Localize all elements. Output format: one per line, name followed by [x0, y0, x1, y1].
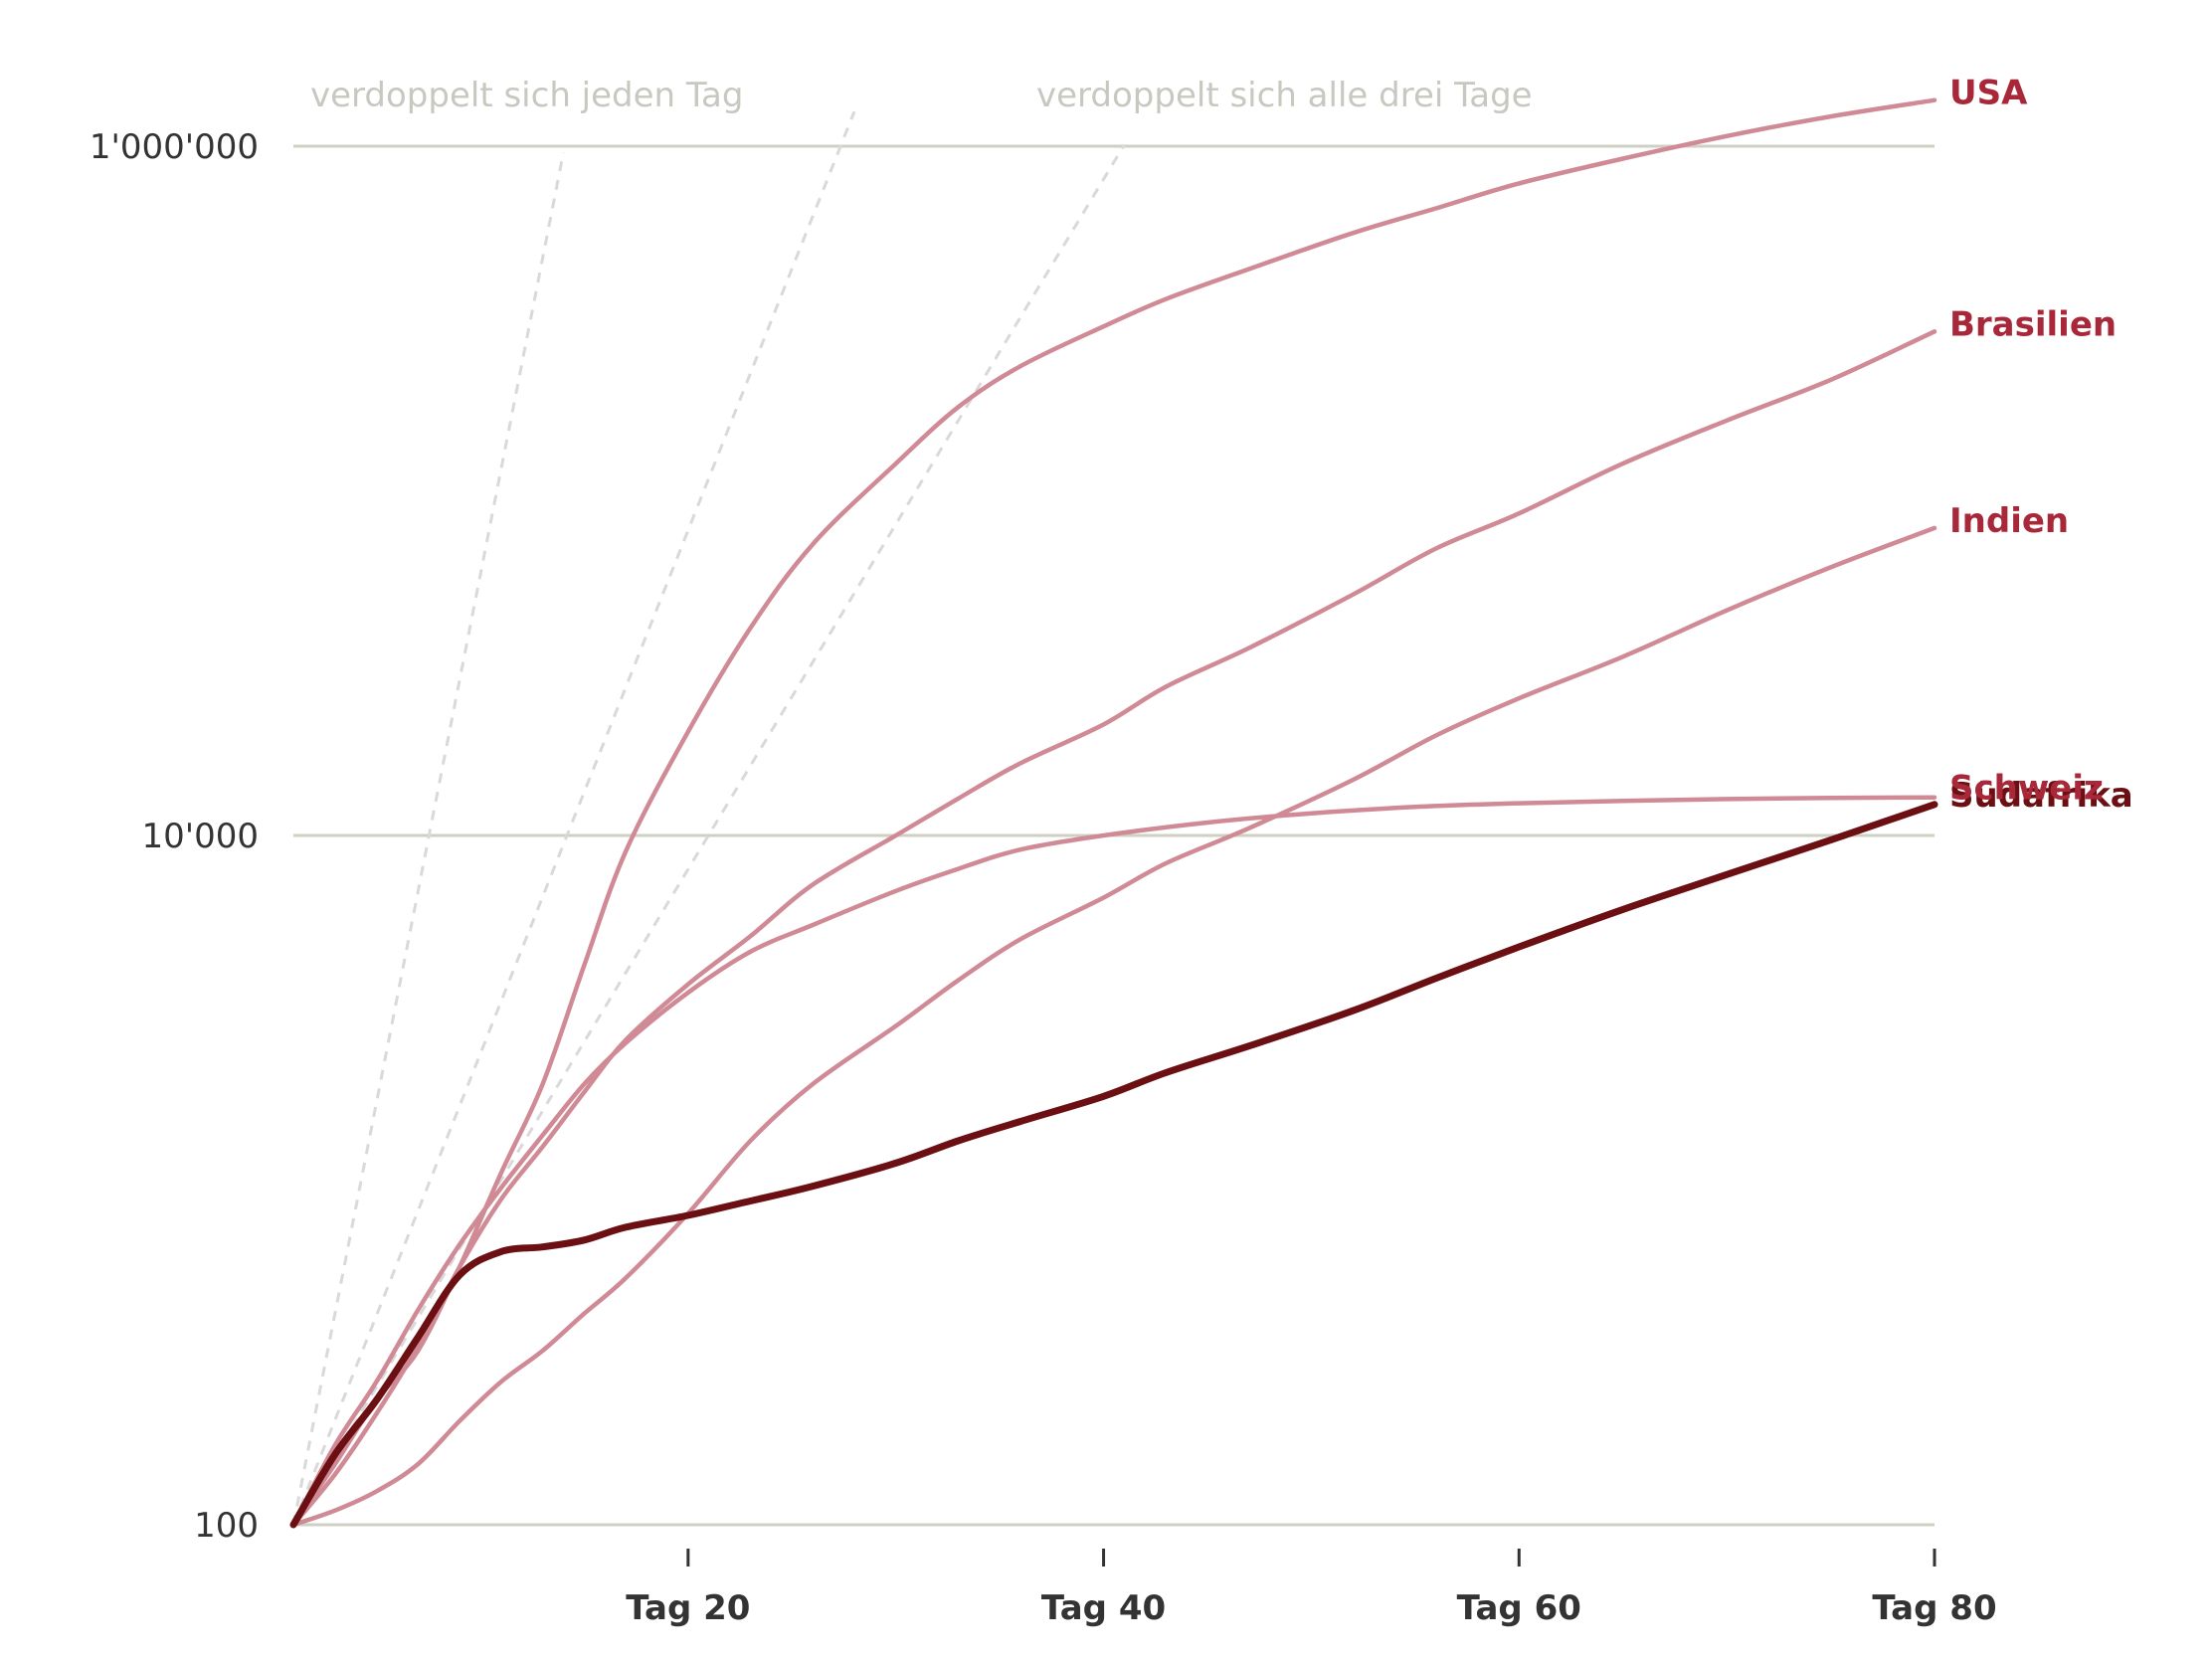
axes: 100 10'000 1'000'000 Tag 20 Tag 40 Tag 60 Tag …: [90, 127, 1997, 1628]
x-tick-label: Tag 60: [1457, 1588, 1581, 1628]
series-line-brasilien: [290, 329, 1937, 1528]
series-line-indien: [290, 525, 1937, 1528]
y-tick-label: 1'000'000: [90, 127, 259, 167]
series-label-usa: USA: [1949, 74, 2028, 113]
series-lines: [289, 97, 1938, 1529]
x-tick-label: Tag 40: [1041, 1588, 1166, 1628]
doubling-guide-line: [291, 110, 856, 1526]
series-label-indien: Indien: [1949, 501, 2069, 541]
x-tick-label: Tag 80: [1872, 1588, 1996, 1628]
series-line-s-dafrika: [289, 801, 1938, 1529]
y-tick-label: 100: [194, 1506, 259, 1546]
series-label-schweiz: Schweiz: [1949, 769, 2104, 809]
doubling-guide-line: [291, 143, 1126, 1526]
x-tick-label: Tag 20: [626, 1588, 750, 1628]
series-label-s-dafrika: Südafrika: [1949, 776, 2133, 816]
y-tick-label: 10'000: [141, 817, 259, 856]
doubling-guides: verdoppelt sich jeden Tag verdoppelt sich…: [291, 76, 1533, 1526]
guide-label: verdoppelt sich alle drei Tage: [1036, 76, 1533, 115]
series-line-schweiz: [290, 795, 1937, 1528]
series-line-usa: [290, 97, 1937, 1528]
guide-label: verdoppelt sich jeden Tag: [310, 76, 743, 115]
doubling-guide-line: [291, 151, 565, 1526]
series-label-brasilien: Brasilien: [1949, 304, 2117, 344]
